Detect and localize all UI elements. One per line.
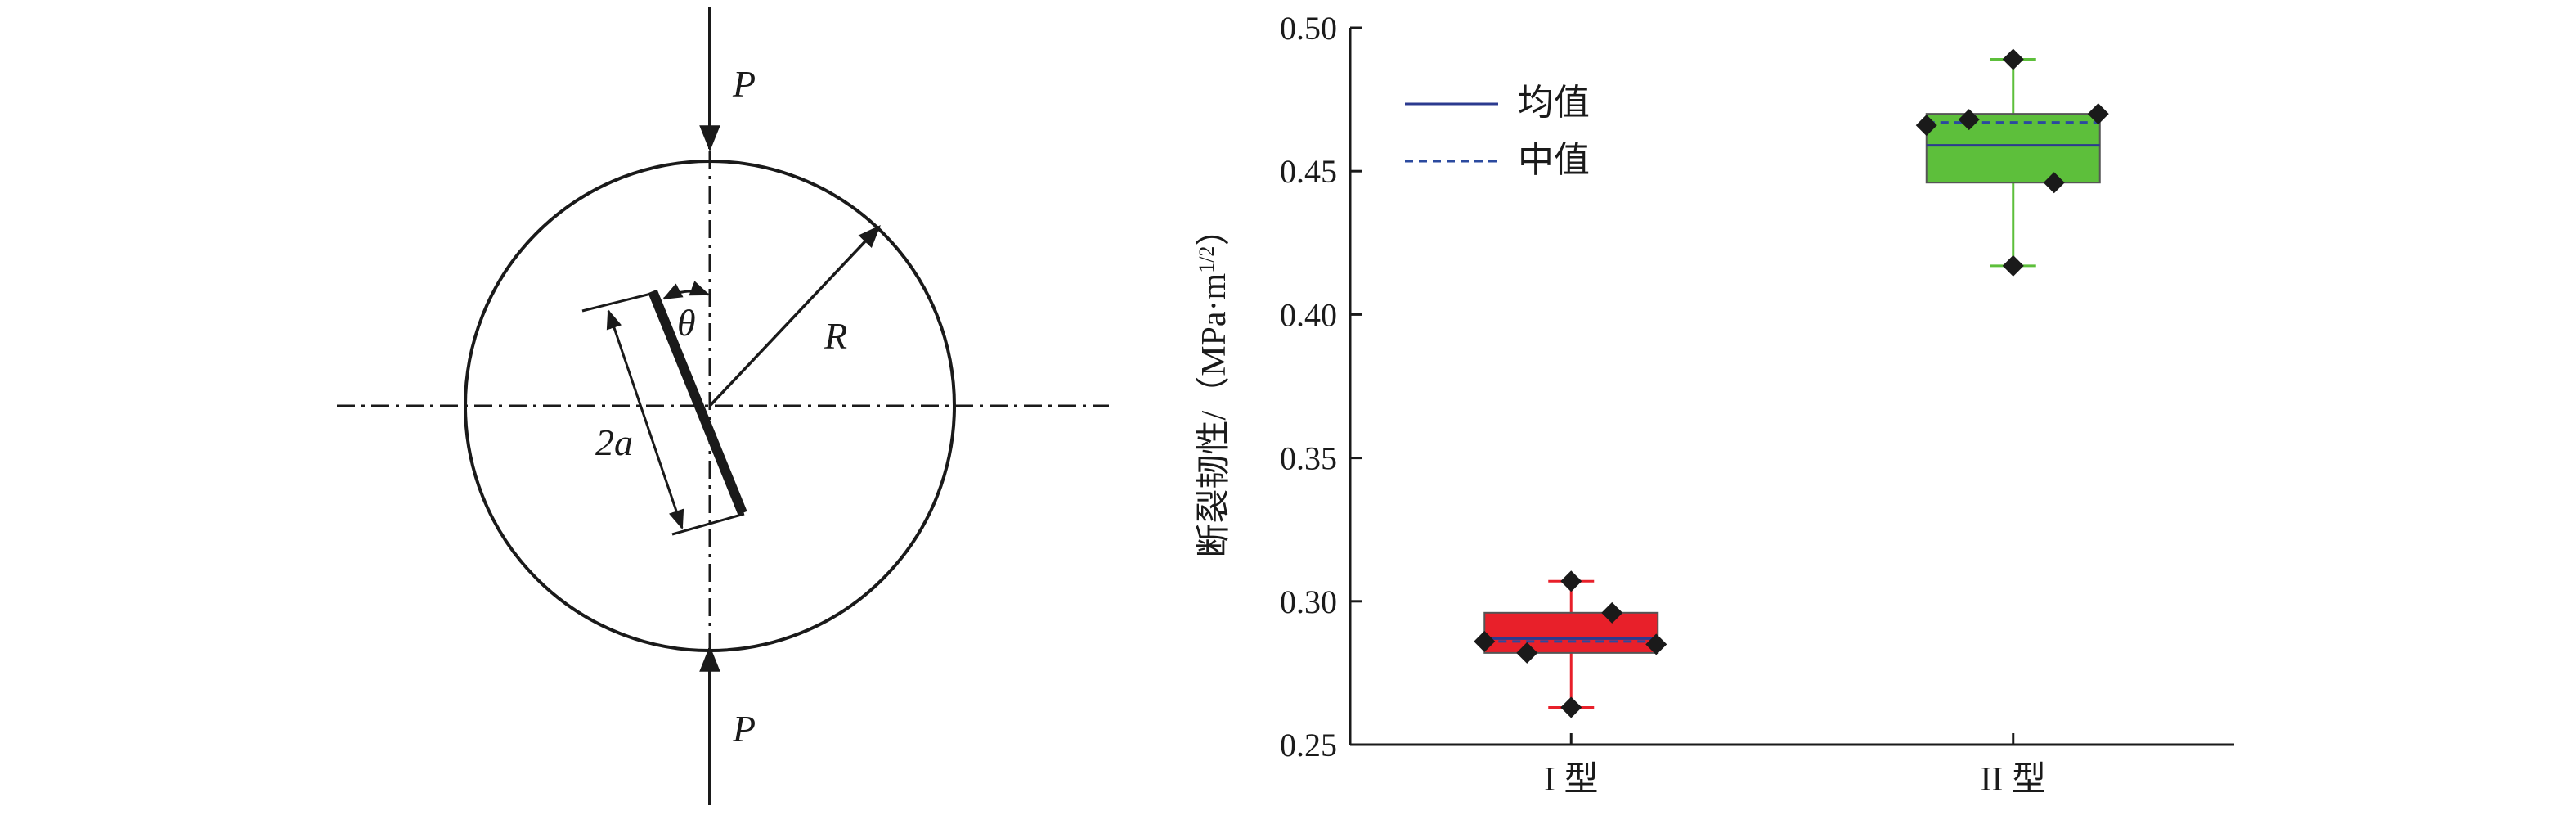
y-tick-label: 0.45 [1280,153,1337,190]
diagram [337,7,1109,805]
data-point [1516,642,1538,664]
angle-arc [662,281,711,300]
label-theta: θ [677,302,696,344]
y-tick-label: 0.25 [1280,727,1337,763]
label-p: P [732,708,756,750]
y-label-main: 断裂韧性/（MPa·m [1196,272,1233,557]
data-point [1560,696,1582,718]
y-axis-label: 断裂韧性/（MPa·m1/2） [1195,212,1234,558]
x-tick-label: I 型 [1544,761,1599,799]
legend-mean: 均值 [1518,83,1590,123]
box [1925,113,2101,184]
data-point [1915,115,1937,137]
legend-median: 中值 [1518,140,1590,180]
label-r: R [824,315,847,357]
box [1483,611,1659,654]
data-point [1645,633,1667,655]
data-point [2002,254,2024,277]
chart: 断裂韧性/（MPa·m1/2） 0.25 0.30 0.35 0.40 0.45 0.50… [1195,10,2234,799]
dimension-arrow [606,308,684,530]
y-label-end: ） [1196,212,1233,246]
y-label-sup: 1/2 [1195,246,1218,273]
dimension-tick [581,291,655,313]
data-point [1560,570,1582,592]
x-tick-label: II 型 [1981,761,2046,799]
y-tick-label: 0.50 [1280,10,1337,47]
data-point [1474,630,1496,652]
data-point [2087,103,2109,125]
radius-arrow [708,224,881,408]
y-tick-label: 0.40 [1280,296,1337,333]
data-point [1958,109,1980,131]
data-point [2002,48,2024,70]
data-point [2043,172,2065,194]
y-tick-label: 0.35 [1280,440,1337,477]
label-2a: 2a [595,421,633,463]
dimension-tick [671,512,745,536]
label-p: P [732,63,756,105]
y-tick-label: 0.30 [1280,583,1337,620]
data-point [1601,601,1623,624]
